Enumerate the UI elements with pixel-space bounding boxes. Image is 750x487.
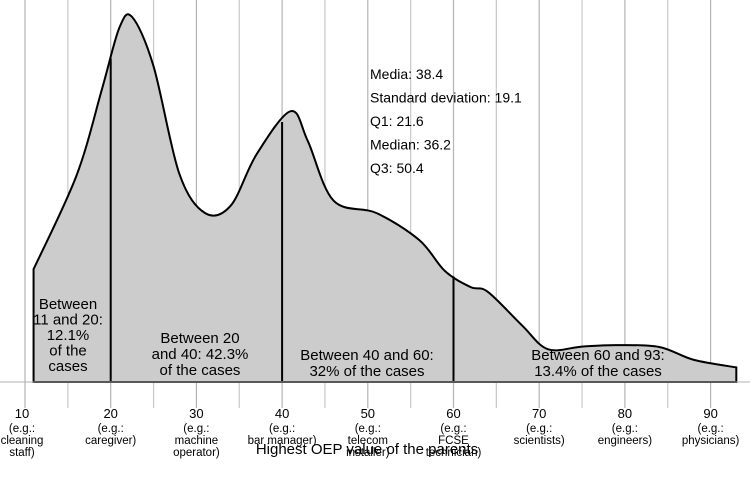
stat-line: Standard deviation: 19.1 — [370, 90, 522, 106]
stat-line: Q1: 21.6 — [370, 113, 424, 129]
tick-label: 80 — [618, 406, 632, 421]
tick-example: staff) — [9, 447, 35, 459]
tick-example: scientists) — [514, 435, 565, 447]
tick-example: (e.g.: — [440, 423, 466, 435]
x-axis-ticks: 10(e.g.:cleaningstaff)20(e.g.:caregiver)… — [1, 406, 740, 459]
tick-label: 50 — [361, 406, 375, 421]
region-label-line: of the — [49, 343, 87, 360]
stat-line: Median: 36.2 — [370, 137, 451, 153]
region-label-line: 13.4% of the cases — [534, 363, 662, 380]
region-label-line: Between 20 — [160, 330, 239, 347]
tick-example: (e.g.: — [526, 423, 552, 435]
region-label-line: Between 60 and 93: — [531, 347, 664, 364]
region-label-line: Between — [39, 296, 97, 313]
tick-example: physicians) — [682, 435, 740, 447]
tick-example: (e.g.: — [612, 423, 638, 435]
tick-example: telecom — [348, 435, 388, 447]
tick-label: 60 — [446, 406, 460, 421]
tick-example: caregiver) — [85, 435, 136, 447]
region-label-line: cases — [48, 358, 87, 375]
tick-label: 20 — [103, 406, 117, 421]
region-label-line: and 40: 42.3% — [152, 346, 249, 363]
tick-label: 70 — [532, 406, 546, 421]
tick-example: (e.g.: — [98, 423, 124, 435]
tick-label: 10 — [15, 406, 29, 421]
tick-example: (e.g.: — [9, 423, 35, 435]
tick-example: operator) — [173, 447, 220, 459]
density-curve — [32, 13, 738, 383]
region-label-line: Between 40 and 60: — [300, 347, 433, 364]
tick-example: installer) — [346, 447, 390, 459]
stats-box: Media: 38.4 Standard deviation: 19.1 Q1: 2… — [370, 66, 522, 176]
tick-example: technician) — [426, 447, 482, 459]
tick-example: machine — [175, 435, 218, 447]
region-label-line: 12.1% — [47, 327, 90, 344]
region-dividers — [109, 58, 455, 382]
x-axis-label: Highest OEP value of the parents — [256, 441, 478, 458]
tick-example: (e.g.: — [355, 423, 381, 435]
tick-example: FCSE — [438, 435, 469, 447]
stat-line: Media: 38.4 — [370, 66, 443, 82]
tick-example: (e.g.: — [697, 423, 723, 435]
stat-line: Q3: 50.4 — [370, 160, 424, 176]
tick-example: (e.g.: — [183, 423, 209, 435]
region-label-line: 32% of the cases — [309, 363, 424, 380]
tick-example: bar manager) — [248, 435, 317, 447]
tick-label: 40 — [275, 406, 289, 421]
density-area — [32, 13, 738, 383]
region-label-line: 11 and 20: — [33, 312, 103, 329]
tick-example: engineers) — [598, 435, 653, 447]
tick-example: cleaning — [1, 435, 44, 447]
tick-example: (e.g.: — [269, 423, 295, 435]
tick-label: 30 — [189, 406, 203, 421]
region-label-line: of the cases — [160, 362, 241, 379]
tick-label: 90 — [703, 406, 717, 421]
